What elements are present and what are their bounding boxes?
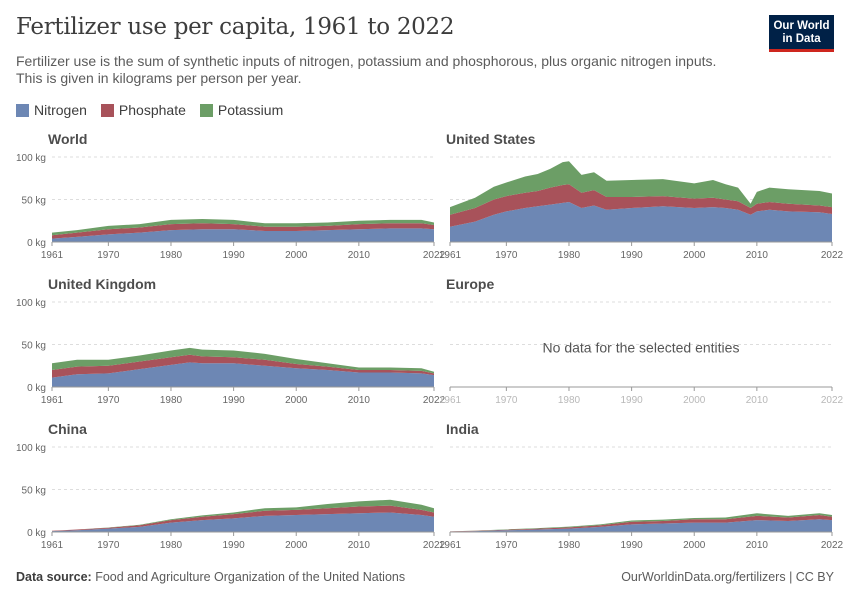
x-tick-label-united-states-1980: 1980 <box>558 250 581 261</box>
x-tick-label-united-states-2022: 2022 <box>821 250 844 261</box>
x-tick-label-world-2010: 2010 <box>348 250 371 261</box>
x-tick-label-united-states-2000: 2000 <box>683 250 706 261</box>
legend-swatch-nitrogen <box>16 103 29 117</box>
y-tick-label-world-0: 0 kg <box>27 238 46 249</box>
x-tick-label-china-2010: 2010 <box>348 540 371 551</box>
legend-label-phosphate: Phosphate <box>118 102 186 118</box>
panel-title-united-states: United States <box>446 131 536 147</box>
panel-title-europe: Europe <box>446 276 494 292</box>
x-tick-label-united-states-2010: 2010 <box>746 250 769 261</box>
area-china-phosphate <box>52 505 434 532</box>
x-tick-label-china-1970: 1970 <box>97 540 120 551</box>
x-tick-label-united-states-1970: 1970 <box>495 250 518 261</box>
x-tick-label-india-2010: 2010 <box>746 540 769 551</box>
area-united-kingdom-phosphate <box>52 354 434 378</box>
x-tick-label-india-1970: 1970 <box>495 540 518 551</box>
x-tick-label-china-1980: 1980 <box>160 540 183 551</box>
area-china-nitrogen <box>52 512 434 532</box>
area-china-potassium <box>52 499 434 531</box>
x-tick-label-india-2000: 2000 <box>683 540 706 551</box>
x-tick-label-china-1961: 1961 <box>41 540 64 551</box>
y-tick-label-china-100: 100 kg <box>16 443 46 454</box>
x-tick-label-united-kingdom-2022: 2022 <box>423 395 446 406</box>
area-india-nitrogen <box>450 519 832 532</box>
area-world-nitrogen <box>52 228 434 242</box>
area-united-states-nitrogen <box>450 202 832 242</box>
owid-logo[interactable]: Our World in Data <box>769 15 834 52</box>
x-tick-label-india-1980: 1980 <box>558 540 581 551</box>
area-united-states-potassium <box>450 161 832 215</box>
source-url[interactable]: OurWorldinData.org/fertilizers | CC BY <box>621 570 834 584</box>
chart-title: Fertilizer use per capita, 1961 to 2022 <box>16 14 455 40</box>
area-india-phosphate <box>450 515 832 532</box>
panel-title-united-kingdom: United Kingdom <box>48 276 156 292</box>
legend-label-potassium: Potassium <box>217 102 284 118</box>
x-tick-label-europe-1970: 1970 <box>495 395 518 406</box>
y-tick-label-united-kingdom-0: 0 kg <box>27 383 46 394</box>
x-tick-label-united-kingdom-1990: 1990 <box>222 395 245 406</box>
no-data-message-europe: No data for the selected entities <box>543 340 740 356</box>
x-tick-label-china-2000: 2000 <box>285 540 308 551</box>
legend-label-nitrogen: Nitrogen <box>34 102 87 118</box>
area-united-kingdom-potassium <box>52 347 434 374</box>
area-world-phosphate <box>52 223 434 239</box>
x-tick-label-europe-1990: 1990 <box>620 395 643 406</box>
logo-line-2: in Data <box>782 33 821 45</box>
chart-subtitle: Fertilizer use is the sum of synthetic i… <box>16 53 717 86</box>
y-tick-label-world-100: 100 kg <box>16 153 46 164</box>
x-tick-label-united-kingdom-1970: 1970 <box>97 395 120 406</box>
x-tick-label-united-kingdom-1980: 1980 <box>160 395 183 406</box>
y-tick-label-china-50: 50 kg <box>22 486 46 497</box>
legend-item-potassium[interactable]: Potassium <box>199 102 284 118</box>
x-tick-label-europe-1980: 1980 <box>558 395 581 406</box>
logo-line-1: Our World <box>773 20 830 32</box>
legend-item-nitrogen[interactable]: Nitrogen <box>16 102 87 118</box>
x-tick-label-europe-1961: 1961 <box>439 395 462 406</box>
x-tick-label-world-2000: 2000 <box>285 250 308 261</box>
y-tick-label-united-kingdom-50: 50 kg <box>22 341 46 352</box>
x-tick-label-united-states-1990: 1990 <box>620 250 643 261</box>
x-tick-label-india-1990: 1990 <box>620 540 643 551</box>
legend-item-phosphate[interactable]: Phosphate <box>100 102 186 118</box>
y-tick-label-world-50: 50 kg <box>22 196 46 207</box>
data-source: Data source: Food and Agriculture Organi… <box>16 570 405 584</box>
x-tick-label-world-1990: 1990 <box>222 250 245 261</box>
x-tick-label-world-1980: 1980 <box>160 250 183 261</box>
x-tick-label-india-1961: 1961 <box>439 540 462 551</box>
area-united-kingdom-nitrogen <box>52 362 434 387</box>
data-source-label: Data source: <box>16 570 92 584</box>
x-tick-label-world-2022: 2022 <box>423 250 446 261</box>
x-tick-label-india-2022: 2022 <box>821 540 844 551</box>
area-united-states-phosphate <box>450 184 832 227</box>
x-tick-label-united-kingdom-2000: 2000 <box>285 395 308 406</box>
legend: Nitrogen Phosphate Potassium <box>16 102 283 118</box>
x-tick-label-world-1970: 1970 <box>97 250 120 261</box>
legend-swatch-potassium <box>199 103 213 117</box>
x-tick-label-united-kingdom-1961: 1961 <box>41 395 64 406</box>
legend-swatch-phosphate <box>100 103 114 117</box>
x-tick-label-europe-2010: 2010 <box>746 395 769 406</box>
x-tick-label-united-states-1961: 1961 <box>439 250 462 261</box>
x-tick-label-united-kingdom-2010: 2010 <box>348 395 371 406</box>
data-source-text: Food and Agriculture Organization of the… <box>91 570 406 584</box>
x-tick-label-world-1961: 1961 <box>41 250 64 261</box>
x-tick-label-europe-2000: 2000 <box>683 395 706 406</box>
x-tick-label-china-1990: 1990 <box>222 540 245 551</box>
panel-title-india: India <box>446 421 479 437</box>
area-india-potassium <box>450 513 832 532</box>
panel-title-china: China <box>48 421 87 437</box>
x-tick-label-europe-2022: 2022 <box>821 395 844 406</box>
y-tick-label-united-kingdom-100: 100 kg <box>16 298 46 309</box>
area-world-potassium <box>52 219 434 236</box>
panel-title-world: World <box>48 131 87 147</box>
x-tick-label-china-2022: 2022 <box>423 540 446 551</box>
y-tick-label-china-0: 0 kg <box>27 528 46 539</box>
